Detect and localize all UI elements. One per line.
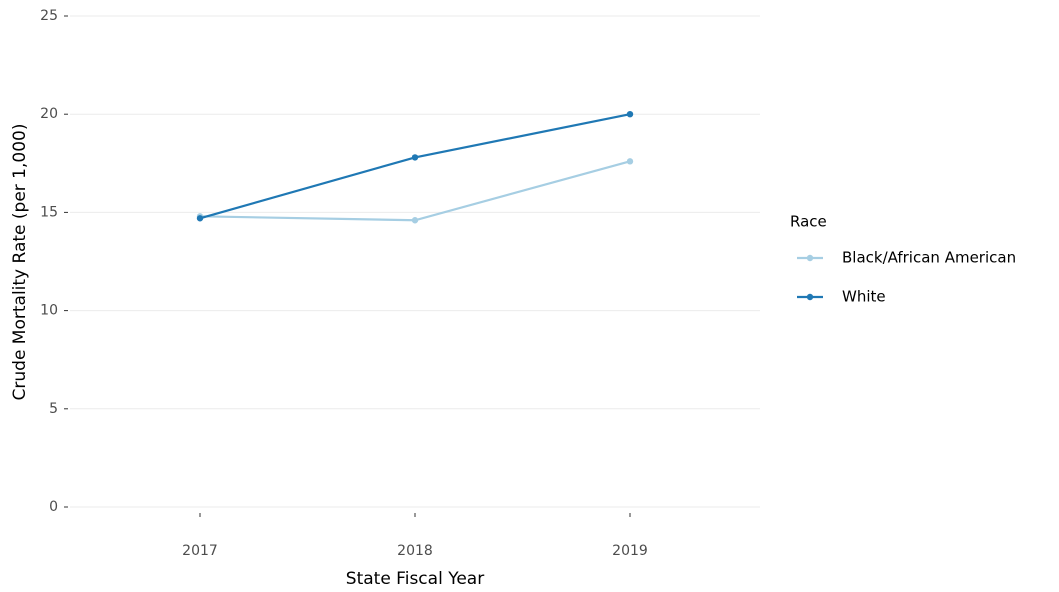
y-tick-label: 0 — [49, 499, 58, 515]
data-point — [411, 154, 419, 161]
series-line — [199, 113, 631, 220]
legend-title: Race — [790, 213, 827, 231]
data-point — [196, 215, 204, 222]
y-tick-label: 5 — [49, 401, 58, 417]
legend-text: Black/African American — [842, 249, 1016, 267]
y-tick-label: 20 — [40, 106, 58, 122]
y-tick-label: 10 — [40, 303, 58, 319]
data-point — [411, 217, 419, 224]
x-tick-label: 2018 — [397, 543, 433, 559]
y-axis-title: Crude Mortality Rate (per 1,000) — [10, 124, 30, 401]
legend-text: White — [842, 288, 886, 306]
x-tick-label: 2019 — [612, 543, 648, 559]
x-tick-label: 2017 — [182, 543, 218, 559]
x-axis-title: State Fiscal Year — [346, 569, 484, 589]
data-point — [626, 158, 634, 165]
y-tick-label: 25 — [40, 8, 58, 24]
series-line — [199, 160, 631, 222]
data-point — [626, 111, 634, 118]
y-tick-label: 15 — [40, 204, 58, 220]
legend-swatch-point — [806, 293, 814, 301]
legend-swatch-point — [806, 254, 814, 262]
